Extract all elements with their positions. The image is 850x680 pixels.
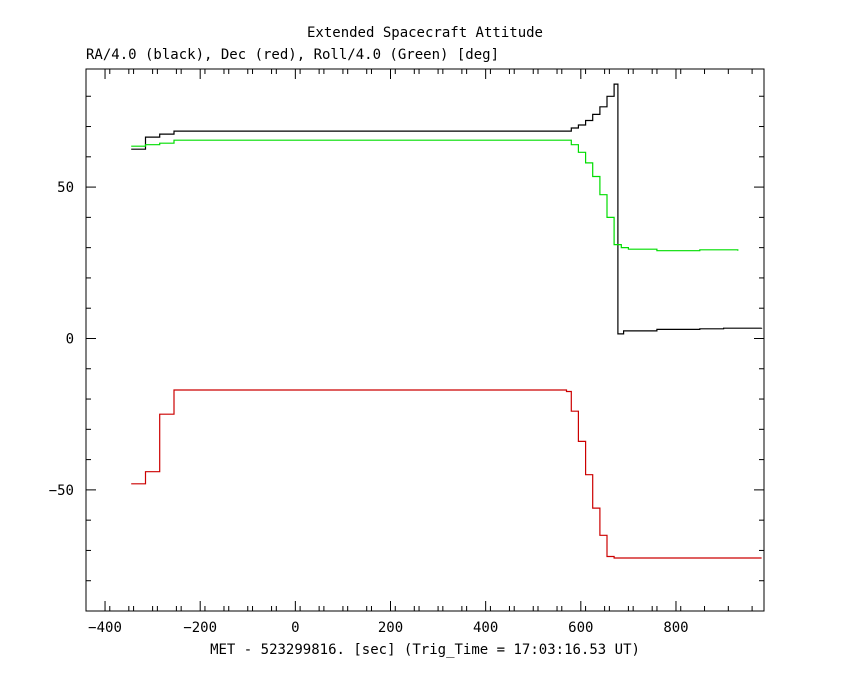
series-line-2: [131, 389, 762, 559]
chart-title: Extended Spacecraft Attitude: [307, 25, 543, 41]
series-line-1: [131, 139, 739, 252]
y-tick-label: −50: [49, 483, 74, 499]
x-tick-label: 0: [291, 620, 299, 636]
x-tick-label: 600: [568, 620, 593, 636]
y-tick-label: 50: [57, 180, 74, 196]
tick-labels: −400 −200 0 200 400 600 800 −50 0 50: [49, 180, 689, 636]
series-lines: [131, 83, 763, 559]
x-tick-label: 800: [663, 620, 688, 636]
axis-ticks: [85, 69, 764, 611]
series-line-0: [131, 83, 763, 335]
plot-frame: [85, 68, 765, 612]
x-tick-label: −400: [88, 620, 122, 636]
y-tick-label: 0: [66, 331, 74, 347]
x-tick-label: 200: [378, 620, 403, 636]
x-axis-label: MET - 523299816. [sec] (Trig_Time = 17:0…: [210, 642, 640, 658]
x-tick-label: −200: [183, 620, 217, 636]
x-tick-label: 400: [473, 620, 498, 636]
chart-subtitle: RA/4.0 (black), Dec (red), Roll/4.0 (Gre…: [86, 47, 499, 63]
